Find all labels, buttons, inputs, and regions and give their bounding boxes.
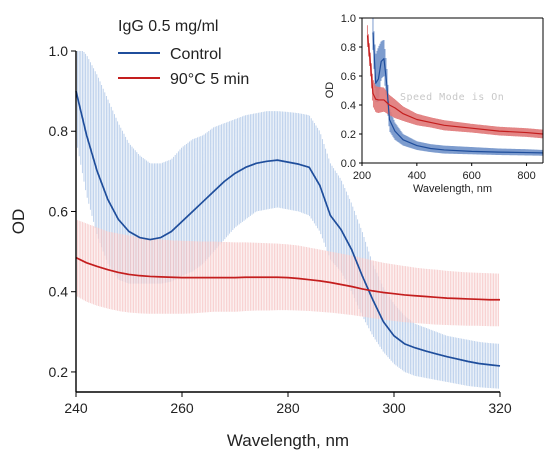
inset-chart: 200 400 600 800 0.0 0.2 0.4 0.6 0.8 1.0 Speed Mod… <box>324 13 544 195</box>
inset-axes: 200 400 600 800 0.0 0.2 0.4 0.6 0.8 1.0 <box>341 13 544 182</box>
y-tick-label: 0.4 <box>49 284 69 300</box>
main-chart: 240 260 280 300 320 0.2 0.4 0.6 0.8 1.0 Wavelengt… <box>9 18 512 450</box>
y-tick-label: 0.6 <box>49 203 69 219</box>
y-tick-label: 0.2 <box>341 129 356 141</box>
y-tick-label: 1.0 <box>49 43 69 59</box>
x-tick-label: 280 <box>276 400 300 416</box>
y-tick-label: 0.8 <box>49 123 69 139</box>
x-tick-label: 260 <box>170 400 194 416</box>
x-tick-label: 240 <box>64 400 88 416</box>
speed-mode-watermark: Speed Mode is On <box>400 92 504 103</box>
legend-label-control: Control <box>170 46 222 63</box>
y-tick-label: 0.8 <box>341 42 356 54</box>
y-tick-label: 0.4 <box>341 100 356 112</box>
x-tick-label: 800 <box>517 170 535 182</box>
x-tick-label: 320 <box>488 400 512 416</box>
main-series-lines <box>75 90 501 367</box>
y-tick-label: 0.0 <box>341 158 356 170</box>
main-axes: 240 260 280 300 320 0.2 0.4 0.6 0.8 1.0 <box>49 43 512 416</box>
inset-y-axis-title: OD <box>324 82 336 99</box>
x-tick-label: 400 <box>408 170 426 182</box>
x-tick-label: 600 <box>463 170 481 182</box>
y-tick-label: 1.0 <box>341 13 356 25</box>
y-tick-label: 0.6 <box>341 71 356 83</box>
y-tick-label: 0.2 <box>49 364 69 380</box>
legend-label-heated: 90°C 5 min <box>170 71 249 88</box>
inset-x-axis-title: Wavelength, nm <box>413 183 492 195</box>
series-line-1 <box>366 35 544 135</box>
inset-series-lines <box>366 32 544 154</box>
x-tick-label: 300 <box>382 400 406 416</box>
main-y-axis-title: OD <box>9 209 28 235</box>
inset-error-bands <box>366 18 544 156</box>
x-tick-label: 200 <box>353 170 371 182</box>
legend-title: IgG 0.5 mg/ml <box>118 18 218 35</box>
legend: IgG 0.5 mg/ml Control 90°C 5 min <box>118 18 249 88</box>
main-x-axis-title: Wavelength, nm <box>227 431 349 450</box>
series-line-0 <box>372 32 544 154</box>
error-band-1 <box>75 219 499 327</box>
